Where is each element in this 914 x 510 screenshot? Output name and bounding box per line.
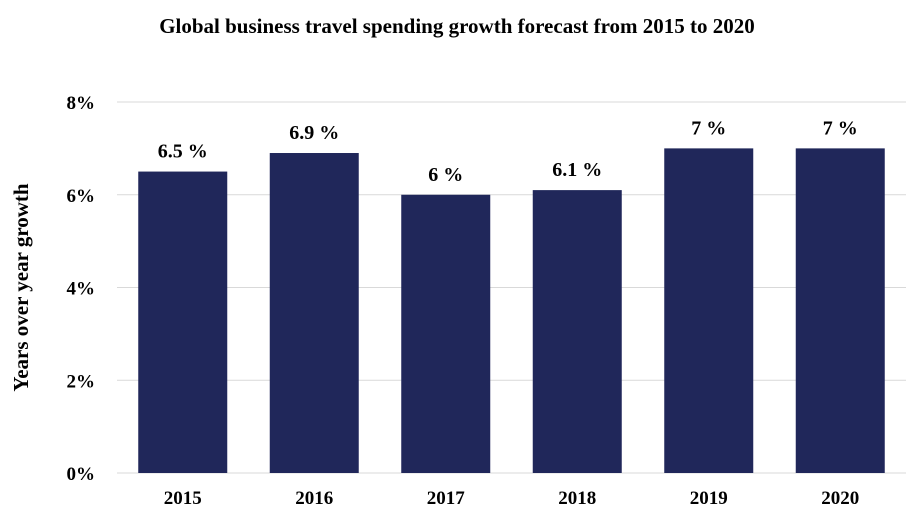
data-label: 7 % bbox=[691, 117, 726, 139]
data-label: 6.9 % bbox=[289, 122, 339, 144]
data-label: 6.5 % bbox=[158, 141, 208, 163]
bar bbox=[269, 153, 359, 473]
bar bbox=[664, 148, 754, 473]
data-label: 6 % bbox=[428, 164, 463, 186]
bar bbox=[795, 148, 885, 473]
y-tick-label: 6% bbox=[67, 186, 96, 207]
bar bbox=[532, 190, 622, 474]
y-axis-title: Years over year growth bbox=[9, 183, 33, 392]
bar bbox=[138, 171, 228, 473]
y-tick-label: 0% bbox=[67, 464, 96, 485]
x-tick-label: 2018 bbox=[558, 488, 596, 509]
data-label: 7 % bbox=[823, 117, 858, 139]
x-tick-label: 2019 bbox=[690, 488, 728, 509]
x-tick-label: 2015 bbox=[164, 488, 202, 509]
bar bbox=[401, 194, 491, 473]
x-tick-label: 2016 bbox=[295, 488, 333, 509]
chart-title: Global business travel spending growth f… bbox=[159, 14, 755, 38]
y-tick-label: 2% bbox=[67, 371, 96, 392]
y-tick-label: 4% bbox=[67, 279, 96, 300]
y-tick-label: 8% bbox=[67, 93, 96, 114]
data-label: 6.1 % bbox=[552, 159, 602, 181]
x-tick-label: 2017 bbox=[427, 488, 466, 509]
x-tick-label: 2020 bbox=[821, 488, 859, 509]
